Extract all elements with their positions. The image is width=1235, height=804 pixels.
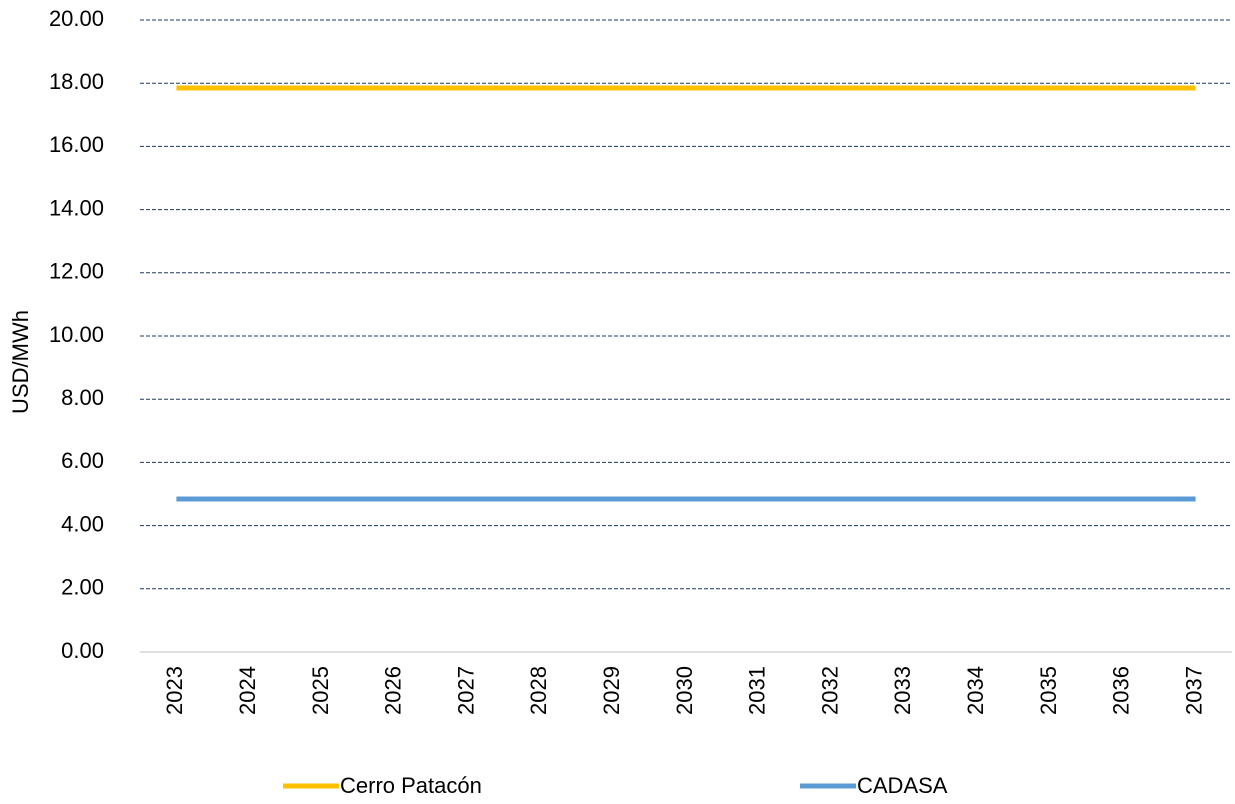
x-tick-label: 2028	[526, 666, 551, 715]
x-tick-label: 2037	[1181, 666, 1206, 715]
y-tick-label: 20.00	[49, 6, 104, 31]
y-tick-label: 12.00	[49, 259, 104, 284]
x-tick-label: 2029	[599, 666, 624, 715]
y-tick-label: 16.00	[49, 132, 104, 157]
y-tick-label: 2.00	[61, 575, 104, 600]
x-tick-label: 2036	[1109, 666, 1134, 715]
y-tick-label: 0.00	[61, 638, 104, 663]
x-tick-label: 2027	[453, 666, 478, 715]
y-axis-title: USD/MWh	[8, 310, 33, 414]
legend-label: Cerro Patacón	[340, 773, 482, 798]
y-tick-label: 18.00	[49, 69, 104, 94]
x-tick-label: 2025	[308, 666, 333, 715]
x-tick-label: 2034	[963, 666, 988, 715]
y-tick-label: 8.00	[61, 385, 104, 410]
y-tick-label: 6.00	[61, 448, 104, 473]
x-tick-label: 2032	[817, 666, 842, 715]
x-tick-label: 2033	[890, 666, 915, 715]
x-tick-label: 2031	[745, 666, 770, 715]
x-tick-label: 2023	[162, 666, 187, 715]
y-tick-label: 4.00	[61, 511, 104, 536]
x-tick-label: 2026	[381, 666, 406, 715]
y-tick-label: 10.00	[49, 322, 104, 347]
x-tick-label: 2030	[672, 666, 697, 715]
x-tick-label: 2035	[1036, 666, 1061, 715]
y-tick-label: 14.00	[49, 195, 104, 220]
legend-label: CADASA	[857, 773, 948, 798]
x-tick-label: 2024	[235, 666, 260, 715]
